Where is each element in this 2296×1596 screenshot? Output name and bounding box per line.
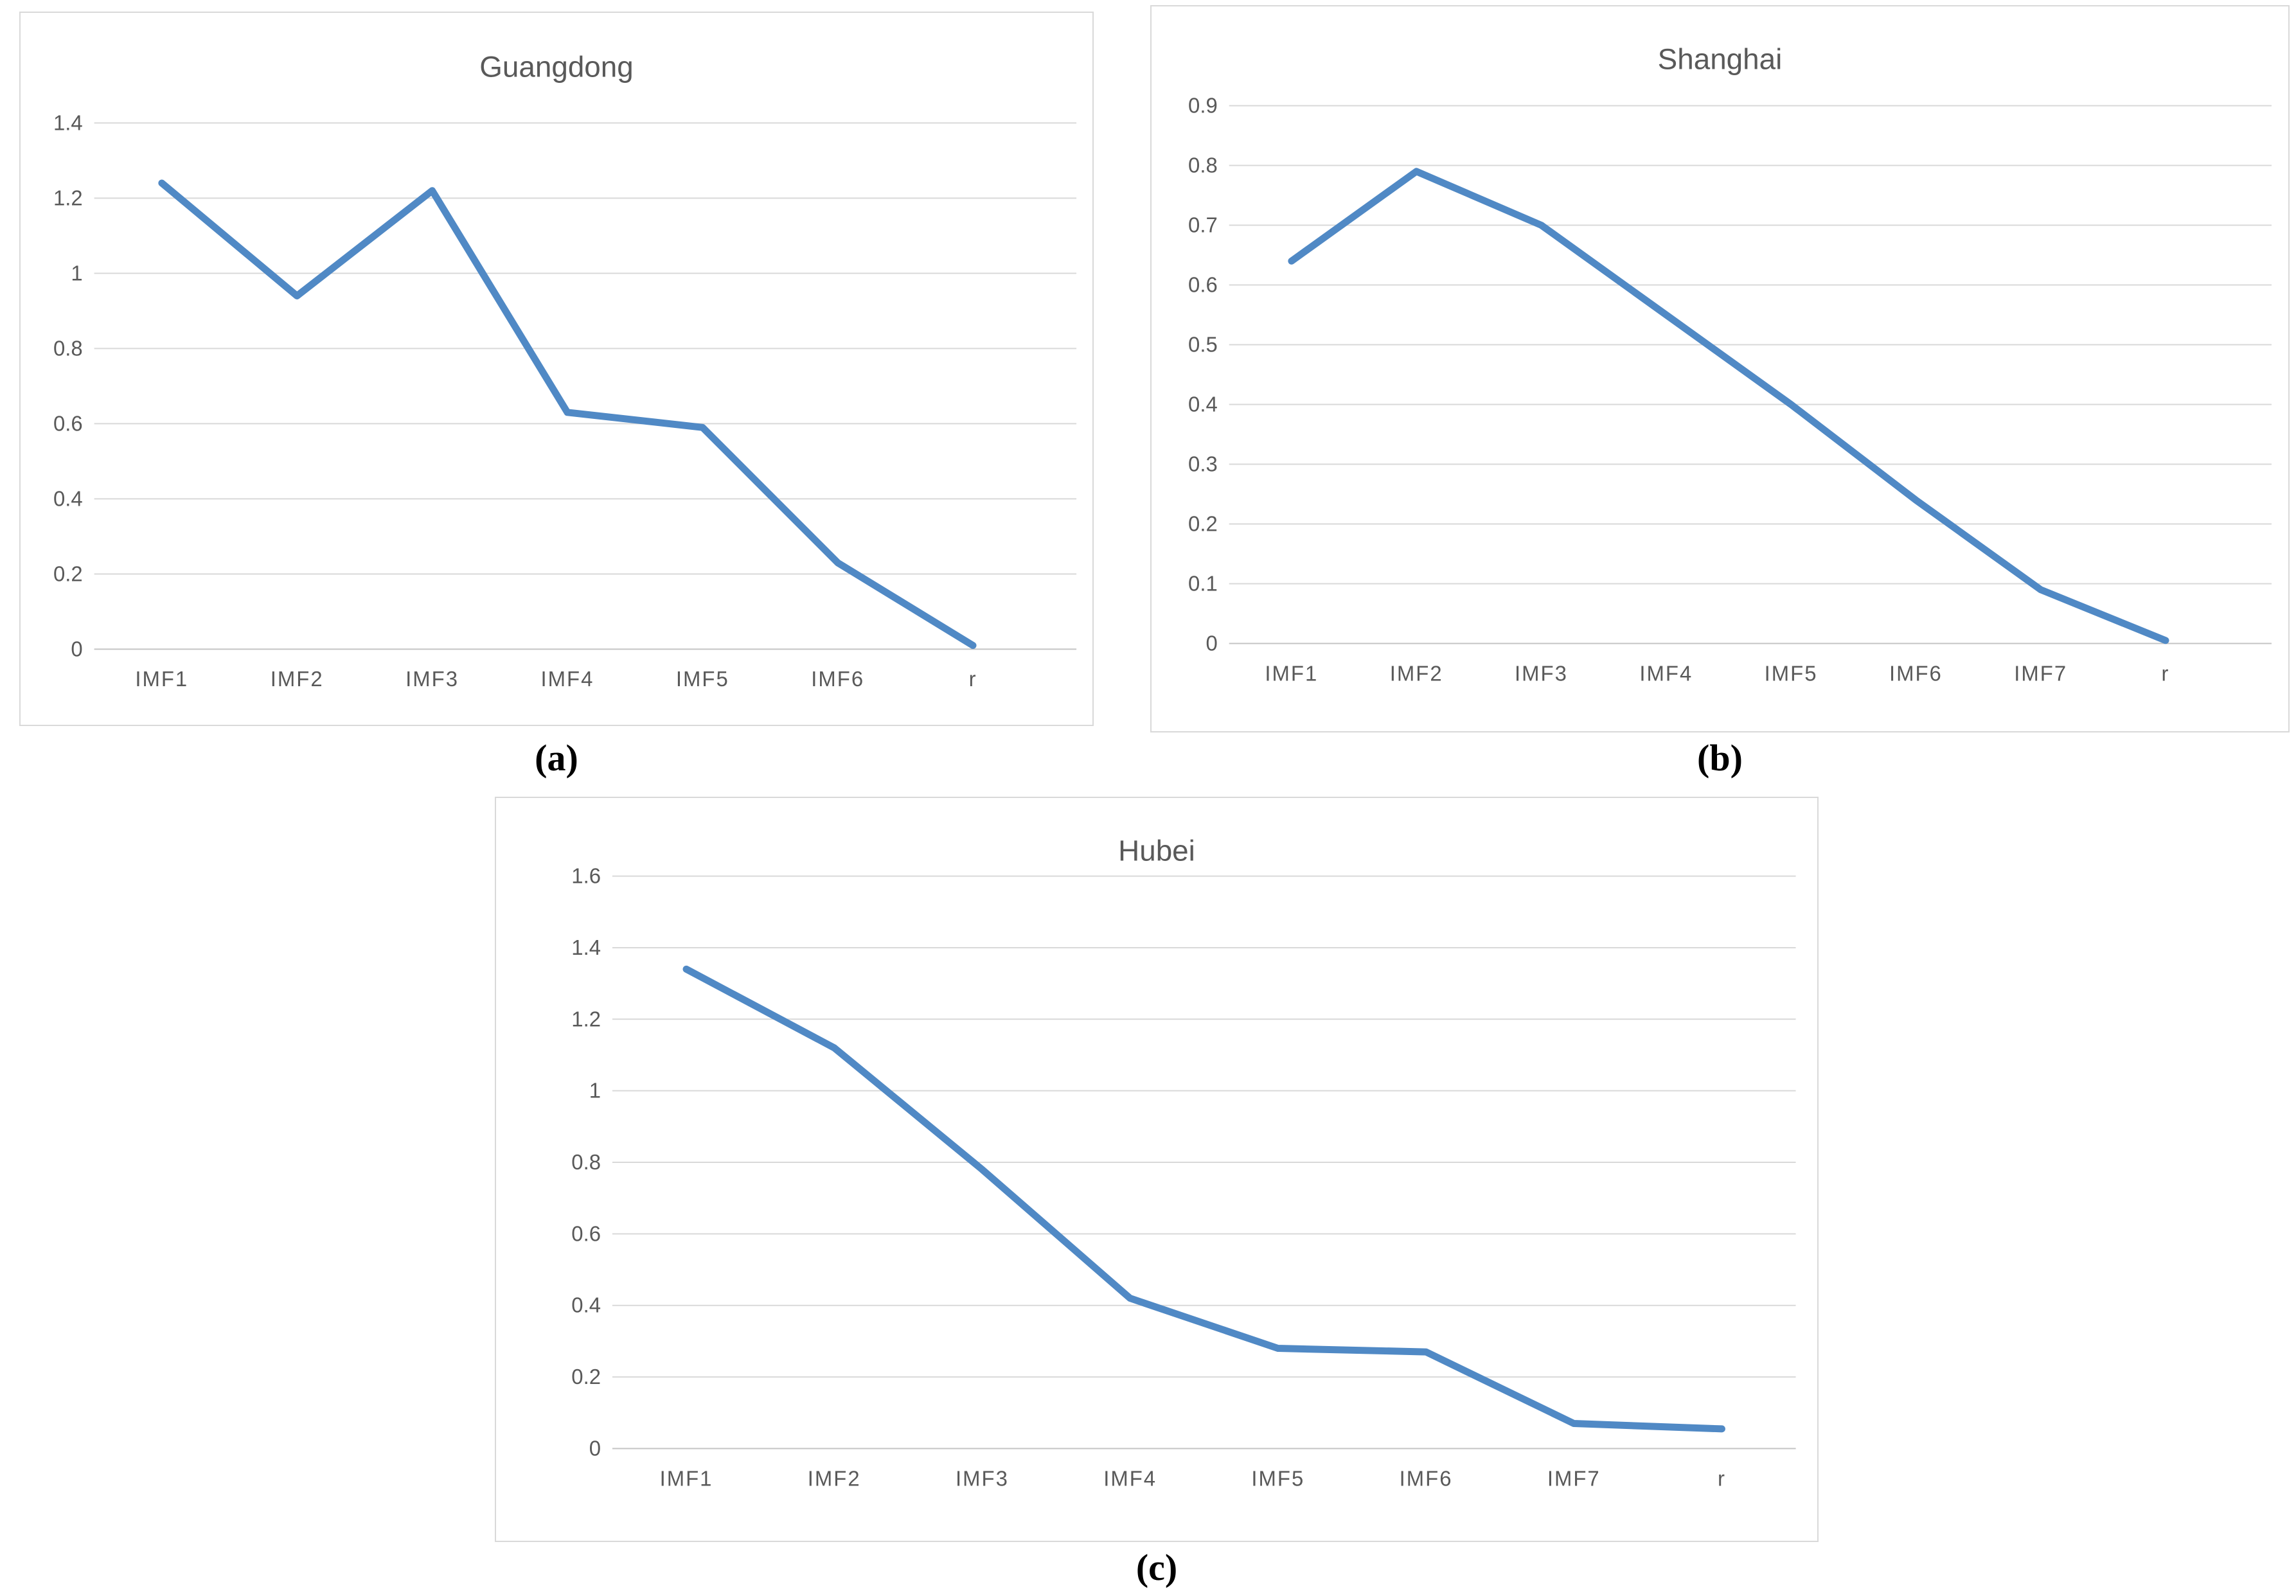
y-tick-label: 0.8 [571, 1150, 601, 1174]
y-tick-label: 0.6 [53, 411, 83, 435]
x-category-label: r [1718, 1466, 1726, 1490]
x-category-label: IMF4 [1103, 1466, 1157, 1490]
subfigure-caption-c: (c) [1135, 1547, 1178, 1588]
subfigure-caption-b: (b) [1697, 737, 1743, 779]
series-line [1288, 168, 2169, 644]
x-category-label: IMF2 [1390, 661, 1443, 685]
hubei-chart: 0 0.2 0.4 0.6 0.8 1 1.2 1.4 1.6 IMF1 IMF2 IMF3 IMF4 I… [495, 797, 1819, 1542]
y-tick-label: 1.4 [571, 935, 601, 959]
x-category-label: IMF1 [135, 667, 188, 691]
x-category-label: r [969, 667, 977, 691]
y-tick-label: 1 [71, 261, 82, 285]
y-tick-label: 1.4 [53, 111, 83, 134]
x-category-label: IMF5 [1251, 1466, 1304, 1490]
chart-title: Hubei [1118, 835, 1195, 867]
y-tick-label: 0.4 [53, 486, 83, 510]
series-line [158, 179, 977, 650]
x-category-label: IMF7 [2014, 661, 2067, 685]
x-category-label: IMF7 [1547, 1466, 1601, 1490]
y-tick-label: 0.2 [1188, 511, 1218, 535]
y-tick-label: 0.2 [53, 562, 83, 585]
chart-title: Shanghai [1658, 43, 1783, 76]
x-category-label: IMF1 [660, 1466, 713, 1490]
shanghai-line-plot: 0 0.1 0.2 0.3 0.4 0.5 0.6 0.7 0.8 0.9 IMF1 IMF2 IMF3… [1188, 43, 2272, 685]
guangdong-chart: 0 0.2 0.4 0.6 0.8 1 1.2 1.4 IMF1 IMF2 IMF3 IMF4 IMF5… [19, 12, 1094, 726]
y-tick-label: 0 [589, 1436, 601, 1460]
x-category-label: IMF3 [1515, 661, 1568, 685]
x-category-label: IMF2 [271, 667, 324, 691]
x-category-label: IMF4 [1639, 661, 1693, 685]
x-category-label: IMF1 [1265, 661, 1318, 685]
x-category-label: IMF2 [808, 1466, 861, 1490]
series-line [682, 965, 1725, 1433]
y-tick-label: 1.6 [571, 864, 601, 888]
y-tick-label: 1 [589, 1079, 601, 1103]
subfigure-caption-a: (a) [535, 737, 578, 779]
shanghai-chart: 0 0.1 0.2 0.3 0.4 0.5 0.6 0.7 0.8 0.9 IMF1 IMF2 IMF3… [1150, 5, 2290, 732]
y-tick-label: 0.9 [1188, 93, 1218, 117]
y-tick-label: 0.6 [1188, 272, 1218, 296]
x-category-label: IMF6 [811, 667, 864, 691]
y-tick-label: 0 [71, 637, 82, 661]
y-tick-label: 0.8 [53, 336, 83, 360]
y-tick-label: 1.2 [571, 1007, 601, 1031]
chart-title: Guangdong [479, 51, 634, 84]
y-tick-label: 0.8 [1188, 153, 1218, 177]
x-category-label: IMF5 [1765, 661, 1818, 685]
hubei-line-plot: 0 0.2 0.4 0.6 0.8 1 1.2 1.4 1.6 IMF1 IMF2 IMF3 IMF4 I… [571, 835, 1796, 1490]
y-tick-label: 0.1 [1188, 571, 1218, 595]
y-tick-label: 0.4 [571, 1293, 601, 1317]
y-tick-label: 0.5 [1188, 332, 1218, 356]
y-tick-label: 0.3 [1188, 452, 1218, 475]
y-tick-label: 0.7 [1188, 213, 1218, 236]
x-category-label: IMF4 [541, 667, 594, 691]
y-tick-label: 0.6 [571, 1221, 601, 1245]
x-category-label: IMF6 [1889, 661, 1943, 685]
x-category-label: IMF3 [956, 1466, 1009, 1490]
x-category-label: IMF6 [1400, 1466, 1453, 1490]
x-category-label: IMF3 [405, 667, 459, 691]
x-category-label: IMF5 [676, 667, 729, 691]
x-category-label: r [2162, 661, 2170, 685]
guangdong-line-plot: 0 0.2 0.4 0.6 0.8 1 1.2 1.4 IMF1 IMF2 IMF3 IMF4 IMF5… [53, 51, 1077, 691]
y-tick-label: 1.2 [53, 186, 83, 209]
y-tick-label: 0.4 [1188, 392, 1218, 416]
y-tick-label: 0.2 [571, 1365, 601, 1388]
y-tick-label: 0 [1206, 631, 1217, 655]
